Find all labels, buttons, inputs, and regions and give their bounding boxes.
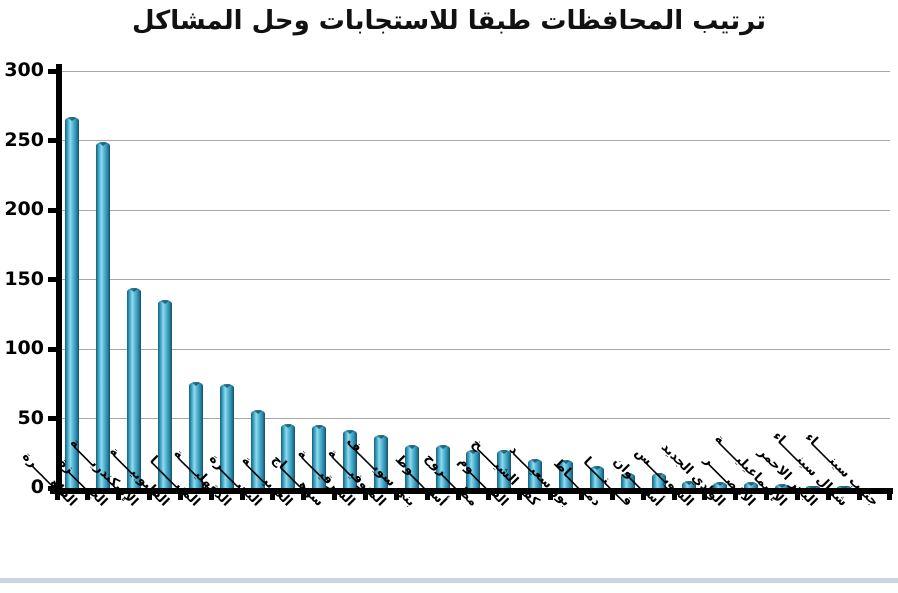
bar-17	[589, 466, 604, 488]
x-axis-tick	[363, 494, 368, 500]
x-axis-tick	[424, 494, 430, 500]
x-axis-tick	[177, 494, 183, 500]
bar-13	[466, 450, 481, 488]
x-axis-tick	[116, 494, 122, 500]
x-axis-tick	[393, 494, 399, 500]
y-axis-label-100: 100	[4, 337, 44, 359]
y-axis-label-150: 150	[4, 267, 44, 290]
y-axis-label-0: 0	[30, 476, 44, 498]
bar-3	[157, 300, 172, 488]
bar-7	[281, 424, 296, 488]
bar-20	[682, 481, 697, 488]
y-axis-tick-150	[48, 277, 56, 282]
x-axis-tick	[208, 494, 214, 500]
x-axis	[50, 488, 893, 494]
bar-11	[404, 445, 419, 488]
bar-10	[373, 435, 388, 488]
x-axis-tick	[455, 494, 461, 500]
gridline-150	[57, 279, 890, 280]
bar-6	[250, 410, 265, 488]
bar-2	[127, 288, 142, 488]
x-axis-tick	[733, 494, 739, 500]
gridline-100	[57, 348, 890, 350]
x-axis-tick	[887, 494, 893, 500]
x-axis-tick	[301, 494, 307, 500]
x-axis-tick	[794, 494, 800, 500]
x-axis-tick	[578, 494, 584, 500]
x-axis-tick	[609, 494, 615, 500]
bar-23	[774, 484, 789, 488]
x-axis-tick	[332, 494, 338, 500]
bar-14	[497, 450, 512, 488]
bar-24	[805, 486, 820, 488]
x-axis-tick	[671, 494, 677, 500]
y-axis-tick-100	[48, 346, 56, 352]
bar-9	[343, 430, 358, 488]
x-axis-tick	[548, 494, 554, 500]
y-axis-label-50: 50	[17, 406, 44, 429]
y-axis-tick-50	[48, 416, 56, 421]
bar-15	[528, 459, 543, 488]
bar-12	[435, 445, 450, 488]
x-axis-tick	[517, 494, 523, 500]
x-axis-tick	[270, 494, 276, 500]
bar-8	[312, 425, 327, 488]
x-axis-tick	[856, 494, 862, 500]
y-axis-tick-250	[48, 138, 56, 143]
x-axis-tick	[486, 494, 492, 500]
bottom-window-strip	[0, 578, 898, 583]
y-axis-label-200: 200	[4, 198, 44, 220]
bar-22	[744, 482, 759, 488]
x-axis-tick	[54, 494, 60, 500]
bar-18	[620, 473, 635, 488]
bar-1	[96, 142, 111, 488]
bar-25	[836, 486, 851, 488]
gridline-250	[57, 140, 890, 141]
y-axis-label-300: 300	[4, 59, 44, 81]
x-axis-tick	[85, 494, 91, 500]
x-axis-tick	[825, 494, 831, 500]
chart-title: ترتيب المحافظات طبقا للاستجابات وحل المش…	[131, 6, 767, 36]
x-axis-tick	[147, 494, 153, 500]
x-axis-tick	[764, 494, 770, 500]
x-axis-tick	[640, 494, 646, 500]
gridline-200	[57, 209, 890, 211]
gridline-300	[57, 70, 890, 72]
bar-4	[188, 382, 203, 488]
bar-5	[219, 384, 234, 488]
gridline-50	[57, 418, 890, 419]
y-axis-label-250: 250	[4, 128, 44, 151]
y-axis-tick-300	[48, 68, 56, 74]
bar-21	[713, 482, 728, 488]
bar-0	[65, 117, 80, 488]
x-axis-tick	[702, 494, 708, 500]
bar-16	[559, 460, 574, 488]
bar-19	[651, 473, 666, 488]
y-axis	[56, 64, 62, 494]
x-axis-tick	[239, 494, 245, 500]
y-axis-tick-200	[48, 207, 56, 213]
